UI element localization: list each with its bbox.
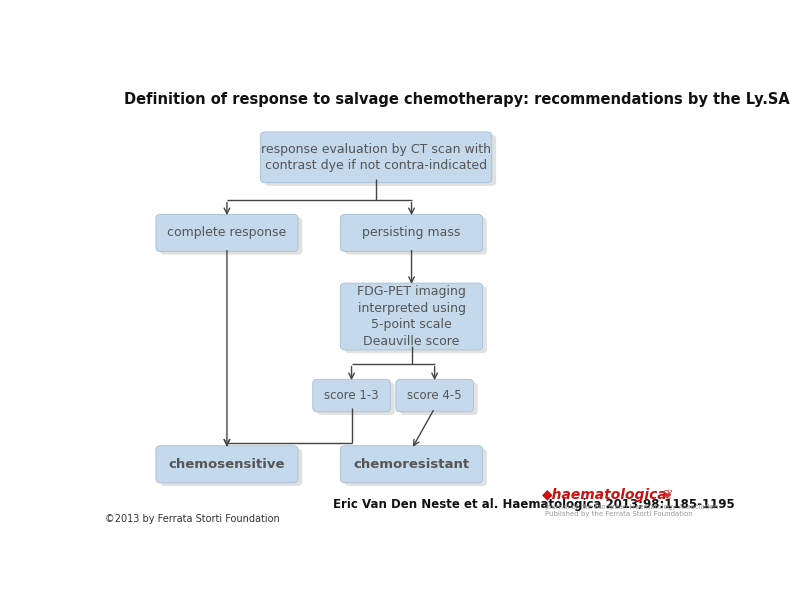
Text: chemosensitive: chemosensitive bbox=[168, 458, 285, 471]
FancyBboxPatch shape bbox=[160, 449, 303, 486]
FancyBboxPatch shape bbox=[341, 446, 483, 483]
FancyBboxPatch shape bbox=[345, 449, 487, 486]
FancyBboxPatch shape bbox=[341, 283, 483, 350]
FancyBboxPatch shape bbox=[156, 214, 298, 252]
Text: Eric Van Den Neste et al. Haematologica 2013;98:1185-1195: Eric Van Den Neste et al. Haematologica … bbox=[333, 498, 734, 511]
FancyBboxPatch shape bbox=[160, 218, 303, 255]
Text: complete response: complete response bbox=[168, 227, 287, 239]
FancyBboxPatch shape bbox=[313, 379, 391, 412]
Text: FDG-PET imaging
interpreted using
5-point scale
Deauville score: FDG-PET imaging interpreted using 5-poin… bbox=[357, 285, 466, 347]
FancyBboxPatch shape bbox=[345, 218, 487, 255]
Text: Journal of the European Haematology Association
Published by the Ferrata Storti : Journal of the European Haematology Asso… bbox=[545, 504, 719, 517]
FancyBboxPatch shape bbox=[400, 383, 478, 415]
Text: Definition of response to salvage chemotherapy: recommendations by the Ly.SA HL : Definition of response to salvage chemot… bbox=[124, 92, 794, 107]
FancyBboxPatch shape bbox=[345, 286, 487, 353]
FancyBboxPatch shape bbox=[264, 135, 496, 186]
FancyBboxPatch shape bbox=[396, 379, 473, 412]
Text: ❦: ❦ bbox=[662, 488, 673, 502]
Text: persisting mass: persisting mass bbox=[362, 227, 461, 239]
Text: ◆haematologica: ◆haematologica bbox=[542, 488, 668, 502]
Text: score 1-3: score 1-3 bbox=[324, 389, 379, 402]
Text: response evaluation by CT scan with
contrast dye if not contra-indicated: response evaluation by CT scan with cont… bbox=[261, 143, 491, 172]
Text: ©2013 by Ferrata Storti Foundation: ©2013 by Ferrata Storti Foundation bbox=[106, 514, 280, 524]
FancyBboxPatch shape bbox=[260, 132, 491, 183]
FancyBboxPatch shape bbox=[156, 446, 298, 483]
Text: chemoresistant: chemoresistant bbox=[353, 458, 469, 471]
FancyBboxPatch shape bbox=[341, 214, 483, 252]
FancyBboxPatch shape bbox=[317, 383, 395, 415]
Text: score 4-5: score 4-5 bbox=[407, 389, 462, 402]
